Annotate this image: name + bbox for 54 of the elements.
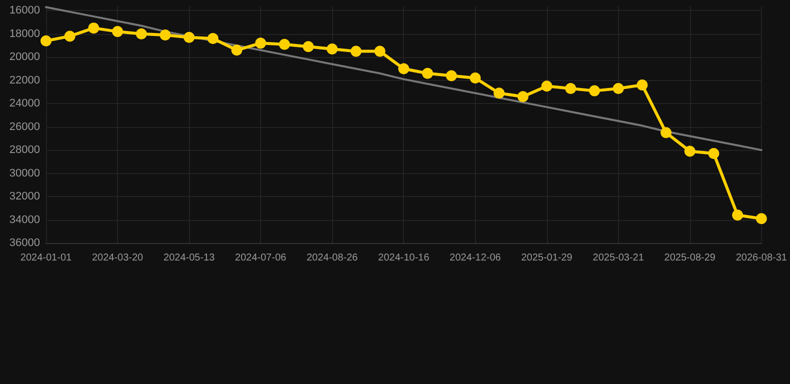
y-tick-label: 32000 <box>9 190 40 203</box>
y-tick-label: 36000 <box>9 237 40 249</box>
point <box>88 22 100 34</box>
point <box>112 26 124 38</box>
x-tick-label: 2024-01-01 <box>20 252 72 264</box>
point <box>470 72 481 84</box>
x-tick-label: 2025-03-21 <box>592 252 644 264</box>
point <box>326 43 338 54</box>
point <box>278 38 290 50</box>
point <box>302 41 314 52</box>
x-tick-label: 2024-07-06 <box>235 252 287 264</box>
point <box>231 44 242 56</box>
point <box>255 38 266 49</box>
point <box>684 146 696 157</box>
x-tick-label: 2025-08-29 <box>664 252 716 264</box>
point <box>541 80 552 92</box>
x-tick-label: 2026-08-31 <box>736 252 788 264</box>
point <box>40 35 52 46</box>
point <box>589 85 600 96</box>
point <box>136 28 147 40</box>
y-tick-label: 34000 <box>9 214 40 226</box>
x-tick-label: 2024-05-13 <box>164 252 216 264</box>
point <box>422 68 434 79</box>
point <box>374 46 386 57</box>
y-tick-label: 28000 <box>9 144 40 156</box>
point <box>708 148 720 160</box>
point <box>184 32 195 43</box>
x-tick-label: 2024-03-20 <box>92 252 144 264</box>
point <box>756 213 767 224</box>
point <box>207 33 218 44</box>
point <box>612 82 624 94</box>
point <box>660 127 672 138</box>
x-tick-label: 2025-01-29 <box>521 252 573 264</box>
point <box>446 70 457 82</box>
x-tick-label: 2024-12-06 <box>450 252 502 264</box>
y-tick-label: 26000 <box>9 120 40 133</box>
y-tick-label: 20000 <box>9 51 40 64</box>
point <box>350 46 362 57</box>
line-series <box>45 6 762 152</box>
point <box>565 82 576 94</box>
x-tick-label: 2024-10-16 <box>378 252 430 264</box>
point <box>398 63 410 74</box>
point <box>636 80 648 90</box>
y-tick-label: 22000 <box>9 74 40 86</box>
y-tick-label: 30000 <box>9 167 40 180</box>
y-tick-label: 24000 <box>9 98 40 110</box>
point <box>732 210 744 221</box>
point <box>517 91 528 102</box>
point <box>160 30 171 41</box>
point <box>64 30 76 42</box>
point <box>494 88 505 99</box>
y-tick-label: 16000 <box>9 4 40 17</box>
x-tick-label: 2024-08-26 <box>306 252 358 264</box>
y-tick-label: 18000 <box>9 28 40 40</box>
